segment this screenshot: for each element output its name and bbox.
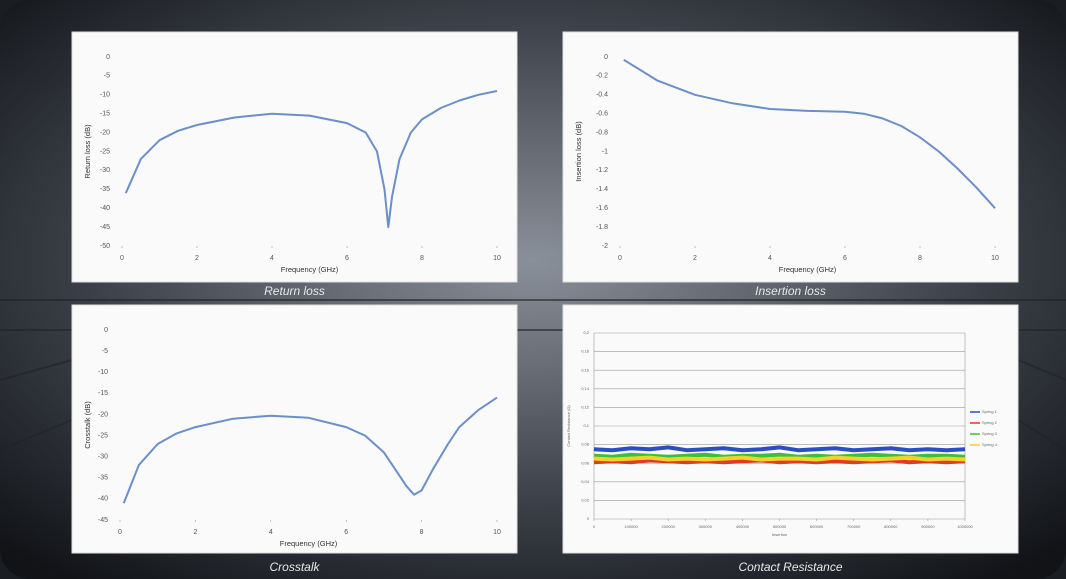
x-axis-label: Frequency (GHz) (779, 265, 837, 274)
y-tick-label: -0.2 (596, 73, 608, 80)
y-tick-label: 0,2 (583, 330, 589, 335)
y-tick-label: 0,08 (581, 442, 590, 447)
x-axis-label: Frequency (GHz) (281, 265, 339, 274)
y-tick-label: 0 (104, 327, 108, 334)
y-tick-label: -1.4 (596, 186, 608, 193)
y-tick-label: -0.8 (596, 129, 608, 136)
y-tick-label: 0,14 (581, 386, 590, 391)
panel (71, 304, 518, 554)
y-tick-label: 0 (587, 516, 590, 521)
y-tick-label: -25 (98, 432, 108, 439)
x-tick-label: 2 (193, 529, 197, 536)
y-tick-label: -45 (100, 224, 110, 231)
x-tick-label: 0 (618, 255, 622, 262)
panel (562, 304, 1019, 554)
y-tick-label: -0.4 (596, 92, 608, 99)
x-tick-label: 0 (593, 524, 596, 529)
x-tick-label: 800000 (884, 524, 898, 529)
data-line (124, 90, 498, 229)
panel (562, 31, 1019, 283)
data-line (623, 58, 996, 209)
panel (71, 31, 518, 283)
x-tick-label: 0 (120, 255, 124, 262)
y-tick-label: -35 (100, 186, 110, 193)
x-tick-label: 900000 (921, 524, 935, 529)
x-tick-label: 300000 (699, 524, 713, 529)
x-tick-label: 500000 (773, 524, 787, 529)
y-axis-label: Contact Resistance (Ω) (566, 405, 571, 447)
y-tick-label: -2 (602, 243, 608, 250)
x-tick-label: 10 (991, 255, 999, 262)
data-line (593, 458, 966, 465)
y-tick-label: -1.6 (596, 205, 608, 212)
x-tick-label: 600000 (810, 524, 824, 529)
x-axis-label: Frequency (GHz) (280, 539, 338, 548)
y-tick-label: 0 (106, 54, 110, 61)
caption: Contact Resistance (738, 560, 842, 574)
x-axis-label: Insertion (772, 532, 787, 537)
y-tick-label: -15 (100, 111, 110, 118)
y-tick-label: -35 (98, 475, 108, 482)
y-tick-label: -20 (100, 129, 110, 136)
x-tick-label: 200000 (662, 524, 676, 529)
y-tick-label: -30 (100, 167, 110, 174)
x-tick-label: 6 (344, 529, 348, 536)
legend-label: Spring 3 (982, 431, 998, 436)
y-tick-label: -0.6 (596, 111, 608, 118)
y-tick-label: -10 (98, 369, 108, 376)
y-tick-label: -25 (100, 148, 110, 155)
caption: Return loss (264, 284, 325, 298)
data-line (593, 445, 966, 453)
x-tick-label: 4 (270, 255, 274, 262)
caption: Crosstalk (269, 560, 320, 574)
x-tick-label: 700000 (847, 524, 861, 529)
legend-label: Spring 4 (982, 442, 998, 447)
x-tick-label: 4 (768, 255, 772, 262)
x-tick-label: 0 (118, 529, 122, 536)
y-tick-label: -30 (98, 454, 108, 461)
y-tick-label: 0,04 (581, 479, 590, 484)
x-tick-label: 8 (420, 529, 424, 536)
y-tick-label: 0,16 (581, 367, 590, 372)
data-line (593, 455, 966, 462)
caption: Insertion loss (755, 284, 826, 298)
x-tick-label: 4 (269, 529, 273, 536)
y-tick-label: -45 (98, 517, 108, 524)
y-tick-label: -5 (102, 348, 108, 355)
y-tick-label: -5 (104, 73, 110, 80)
y-tick-label: -20 (98, 411, 108, 418)
legend-label: Spring 1 (982, 409, 998, 414)
y-tick-label: 0,06 (581, 460, 590, 465)
x-tick-label: 8 (420, 255, 424, 262)
y-tick-label: -15 (98, 390, 108, 397)
y-tick-label: -40 (100, 205, 110, 212)
legend-label: Spring 2 (982, 420, 998, 425)
x-tick-label: 6 (345, 255, 349, 262)
y-tick-label: -1 (602, 148, 608, 155)
x-tick-label: 8 (918, 255, 922, 262)
y-axis-label: Insertion loss (dB) (574, 121, 583, 182)
y-tick-label: -40 (98, 496, 108, 503)
y-tick-label: 0,02 (581, 497, 590, 502)
y-tick-label: 0,1 (583, 423, 589, 428)
y-axis-label: Crosstalk (dB) (83, 401, 92, 449)
x-tick-label: 400000 (736, 524, 750, 529)
y-tick-label: -1.2 (596, 167, 608, 174)
y-tick-label: -10 (100, 92, 110, 99)
x-tick-label: 100000 (624, 524, 638, 529)
y-tick-label: -50 (100, 243, 110, 250)
x-tick-label: 2 (693, 255, 697, 262)
x-tick-label: 10 (493, 255, 501, 262)
y-tick-label: -1.8 (596, 224, 608, 231)
x-tick-label: 10 (493, 529, 501, 536)
y-tick-label: 0 (604, 54, 608, 61)
y-axis-label: Return loss (dB) (83, 124, 92, 179)
x-tick-label: 1000000 (957, 524, 973, 529)
data-line (122, 396, 498, 504)
y-tick-label: 0,12 (581, 404, 590, 409)
y-tick-label: 0,18 (581, 349, 590, 354)
x-tick-label: 2 (195, 255, 199, 262)
x-tick-label: 6 (843, 255, 847, 262)
